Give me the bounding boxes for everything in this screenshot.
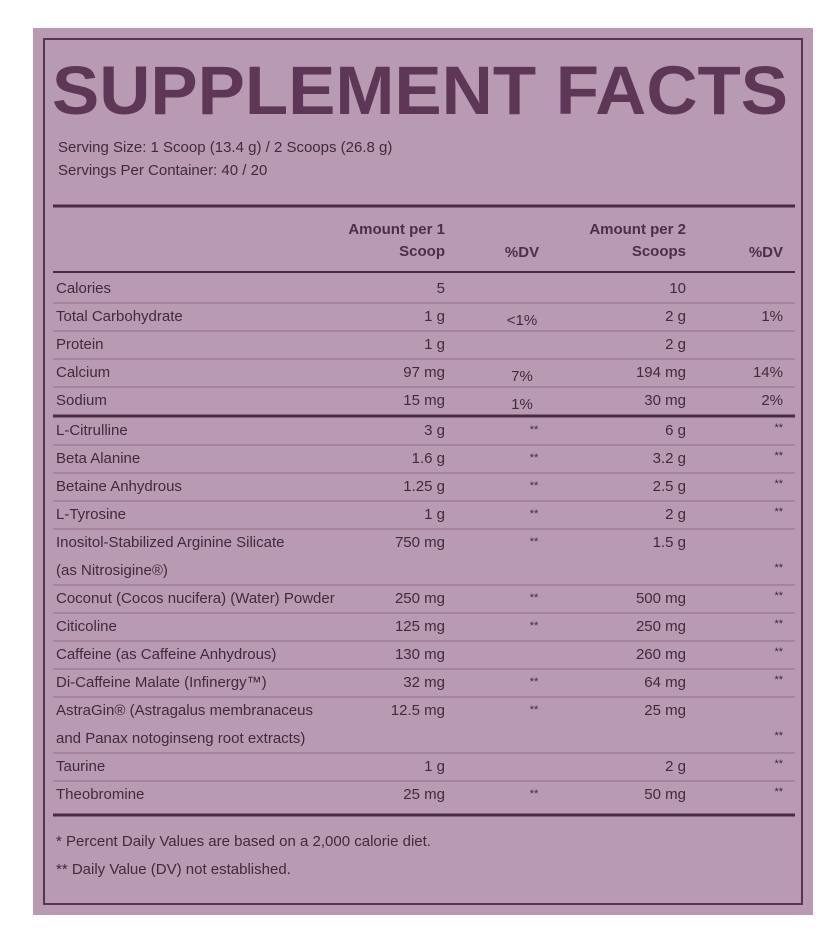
amount: 2 g: [665, 506, 686, 523]
column-header: Scoops: [632, 243, 686, 260]
footnote: * Percent Daily Values are based on a 2,…: [56, 833, 431, 850]
amount: 25 mg: [644, 702, 686, 719]
daily-value: **: [530, 592, 539, 604]
panel: [33, 28, 813, 915]
ingredient-name: Coconut (Cocos nucifera) (Water) Powder: [56, 590, 335, 607]
ingredient-name: Calories: [56, 280, 111, 297]
ingredient-name: Betaine Anhydrous: [56, 478, 182, 495]
amount: 2.5 g: [653, 478, 686, 495]
ingredient-name: Caffeine (as Caffeine Anhydrous): [56, 646, 276, 663]
ingredient-name: L-Citrulline: [56, 422, 128, 439]
ingredient-name: Calcium: [56, 364, 110, 381]
servings-per-container: Servings Per Container: 40 / 20: [58, 162, 267, 179]
ingredient-name: Beta Alanine: [56, 450, 140, 467]
amount: 10: [669, 280, 686, 297]
amount: 5: [437, 280, 445, 297]
daily-value: <1%: [507, 312, 537, 329]
amount: 1 g: [424, 506, 445, 523]
daily-value: 7%: [511, 368, 533, 385]
column-header: Amount per 2: [589, 221, 686, 238]
amount: 30 mg: [644, 392, 686, 409]
amount: 1.25 g: [403, 478, 445, 495]
daily-value: **: [774, 786, 783, 798]
amount: 3.2 g: [653, 450, 686, 467]
ingredient-name: Protein: [56, 336, 104, 353]
daily-value: 1%: [761, 308, 783, 325]
amount: 2 g: [665, 758, 686, 775]
amount: 15 mg: [403, 392, 445, 409]
ingredient-name: Di-Caffeine Malate (Infinergy™): [56, 674, 267, 691]
amount: 500 mg: [636, 590, 686, 607]
column-header: %DV: [505, 244, 539, 261]
daily-value: **: [774, 618, 783, 630]
daily-value: 14%: [753, 364, 783, 381]
ingredient-name: and Panax notoginseng root extracts): [56, 730, 305, 747]
ingredient-name: (as Nitrosigine®): [56, 562, 168, 579]
amount: 25 mg: [403, 786, 445, 803]
panel-border: [43, 38, 803, 905]
daily-value: **: [530, 620, 539, 632]
column-header: Scoop: [399, 243, 445, 260]
amount: 2 g: [665, 308, 686, 325]
amount: 250 mg: [395, 590, 445, 607]
daily-value: **: [774, 590, 783, 602]
ingredient-name: AstraGin® (Astragalus membranaceus: [56, 702, 313, 719]
title: SUPPLEMENT FACTS: [52, 52, 788, 129]
daily-value: **: [774, 758, 783, 770]
daily-value: **: [774, 422, 783, 434]
amount: 1 g: [424, 308, 445, 325]
daily-value: **: [530, 480, 539, 492]
daily-value: **: [530, 452, 539, 464]
amount: 1.6 g: [412, 450, 445, 467]
amount: 1 g: [424, 336, 445, 353]
daily-value: **: [774, 562, 783, 574]
ingredient-name: Citicoline: [56, 618, 117, 635]
daily-value: **: [530, 536, 539, 548]
daily-value: **: [530, 424, 539, 436]
serving-size: Serving Size: 1 Scoop (13.4 g) / 2 Scoop…: [58, 139, 392, 156]
ingredient-name: Inositol-Stabilized Arginine Silicate: [56, 534, 284, 551]
daily-value: **: [774, 450, 783, 462]
amount: 12.5 mg: [391, 702, 445, 719]
daily-value: **: [530, 508, 539, 520]
amount: 6 g: [665, 422, 686, 439]
amount: 260 mg: [636, 646, 686, 663]
amount: 2 g: [665, 336, 686, 353]
amount: 194 mg: [636, 364, 686, 381]
amount: 50 mg: [644, 786, 686, 803]
amount: 64 mg: [644, 674, 686, 691]
ingredient-name: Total Carbohydrate: [56, 308, 183, 325]
ingredient-name: L-Tyrosine: [56, 506, 126, 523]
ingredient-name: Theobromine: [56, 786, 144, 803]
amount: 97 mg: [403, 364, 445, 381]
amount: 125 mg: [395, 618, 445, 635]
amount: 1 g: [424, 758, 445, 775]
amount: 32 mg: [403, 674, 445, 691]
column-header: %DV: [749, 244, 783, 261]
daily-value: **: [774, 646, 783, 658]
daily-value: 1%: [511, 396, 533, 413]
daily-value: **: [774, 506, 783, 518]
amount: 1.5 g: [653, 534, 686, 551]
amount: 130 mg: [395, 646, 445, 663]
column-header: Amount per 1: [348, 221, 445, 238]
amount: 750 mg: [395, 534, 445, 551]
daily-value: **: [774, 478, 783, 490]
footnote: ** Daily Value (DV) not established.: [56, 861, 291, 878]
amount: 250 mg: [636, 618, 686, 635]
daily-value: **: [774, 674, 783, 686]
daily-value: **: [530, 788, 539, 800]
daily-value: **: [530, 704, 539, 716]
daily-value: **: [530, 676, 539, 688]
ingredient-name: Sodium: [56, 392, 107, 409]
amount: 3 g: [424, 422, 445, 439]
daily-value: 2%: [761, 392, 783, 409]
ingredient-name: Taurine: [56, 758, 105, 775]
daily-value: **: [774, 730, 783, 742]
